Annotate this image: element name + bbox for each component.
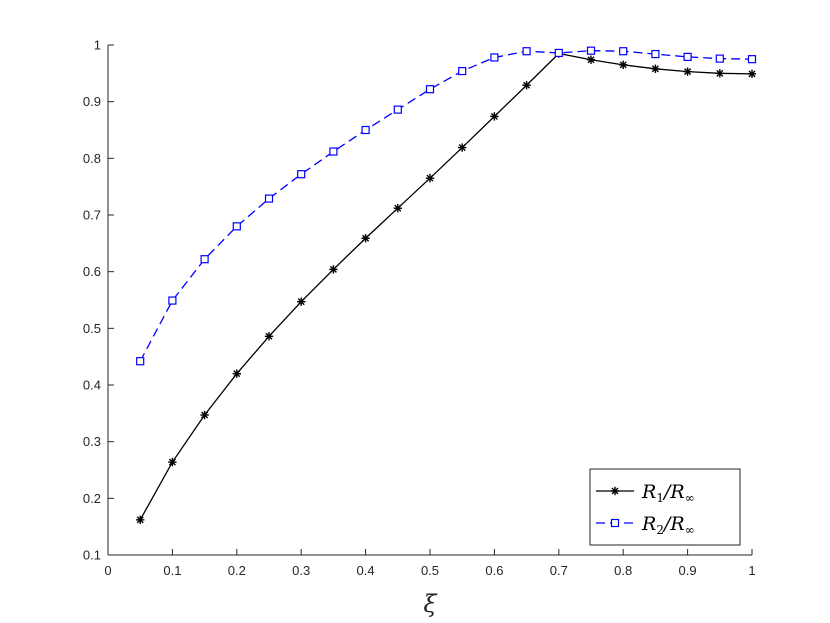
x-tick-label: 0.2 (228, 563, 246, 578)
x-tick-label: 0.5 (421, 563, 439, 578)
series-2-point (232, 222, 241, 231)
series-1-point (458, 143, 467, 152)
series-2-point (136, 357, 145, 366)
x-tick-label: 0 (104, 563, 111, 578)
x-axis-title: ξ (423, 590, 438, 618)
legend-marker (610, 486, 620, 496)
series-1-point (522, 81, 531, 90)
series-2-point (458, 66, 467, 76)
legend-label: R2/R∞ (641, 513, 695, 537)
series-1-point (393, 204, 402, 213)
series-1-point (329, 265, 338, 274)
y-tick-label: 0.1 (83, 548, 101, 563)
series-1-point (361, 234, 370, 243)
y-tick-label: 0.7 (83, 208, 101, 223)
series-2-point (264, 194, 274, 203)
series-1-point (715, 69, 724, 78)
x-tick-label: 1 (748, 563, 755, 578)
legend-box (589, 468, 741, 546)
series-1-point (490, 112, 499, 121)
y-tick-label: 0.6 (83, 264, 101, 279)
series-2-point (425, 85, 435, 94)
series-1-point (425, 173, 435, 183)
series-2-point (393, 105, 402, 114)
series-layer (136, 46, 757, 525)
series-1-point (683, 67, 692, 76)
series-1-point (264, 332, 274, 341)
x-axis: 0 0.1 0.2 0.3 0.4 0.5 0.6 0.7 0.8 0.9 1 (104, 549, 756, 578)
y-tick-label: 0.4 (83, 378, 101, 393)
y-tick-label: 0.2 (83, 491, 101, 506)
series-2-line (139, 50, 753, 362)
series-2 (136, 46, 757, 366)
legend-marker (610, 518, 620, 528)
x-tick-label: 0.6 (485, 563, 503, 578)
y-axis: 0.1 0.2 0.3 0.4 0.5 0.6 0.7 0.8 0.9 1 (83, 38, 114, 563)
series-2-point (297, 170, 306, 179)
series-1-point (136, 515, 145, 525)
x-tick-label: 0.1 (163, 563, 181, 578)
series-2-point (329, 147, 338, 156)
y-tick-label: 0.3 (83, 434, 101, 449)
legend-label: R1/R∞ (641, 481, 695, 505)
series-2-point (522, 47, 531, 56)
series-1-point (619, 60, 628, 70)
series-2-point (586, 46, 596, 55)
series-1-line (139, 52, 753, 521)
series-2-point (200, 255, 209, 264)
series-1 (136, 49, 757, 525)
series-1-point (168, 457, 177, 467)
series-1-point (651, 64, 660, 73)
x-tick-label: 0.9 (679, 563, 697, 578)
y-tick-label: 1 (94, 38, 101, 53)
series-2-point (747, 55, 757, 64)
legend-item-1: R1/R∞ (596, 481, 695, 505)
y-tick-label: 0.8 (83, 151, 101, 166)
series-1-point (200, 410, 209, 420)
legend: R1/R∞ R2/R∞ (589, 468, 741, 546)
series-2-point (168, 296, 177, 305)
series-1-point (297, 297, 306, 306)
y-tick-label: 0.9 (83, 94, 101, 109)
x-tick-label: 0.8 (614, 563, 632, 578)
y-tick-label: 0.5 (83, 321, 101, 336)
series-1-point (232, 369, 241, 378)
series-2-point (490, 53, 499, 62)
series-1-point (586, 55, 596, 64)
series-2-point (554, 48, 563, 58)
series-2-point (715, 54, 724, 63)
series-2-point (651, 49, 660, 59)
series-2-point (683, 52, 692, 62)
series-2-point (619, 47, 628, 56)
legend-item-2: R2/R∞ (596, 513, 695, 537)
series-1-point (747, 69, 757, 79)
series-2-point (361, 125, 370, 135)
x-tick-label: 0.7 (550, 563, 568, 578)
x-tick-label: 0.3 (292, 563, 310, 578)
x-tick-label: 0.4 (357, 563, 375, 578)
